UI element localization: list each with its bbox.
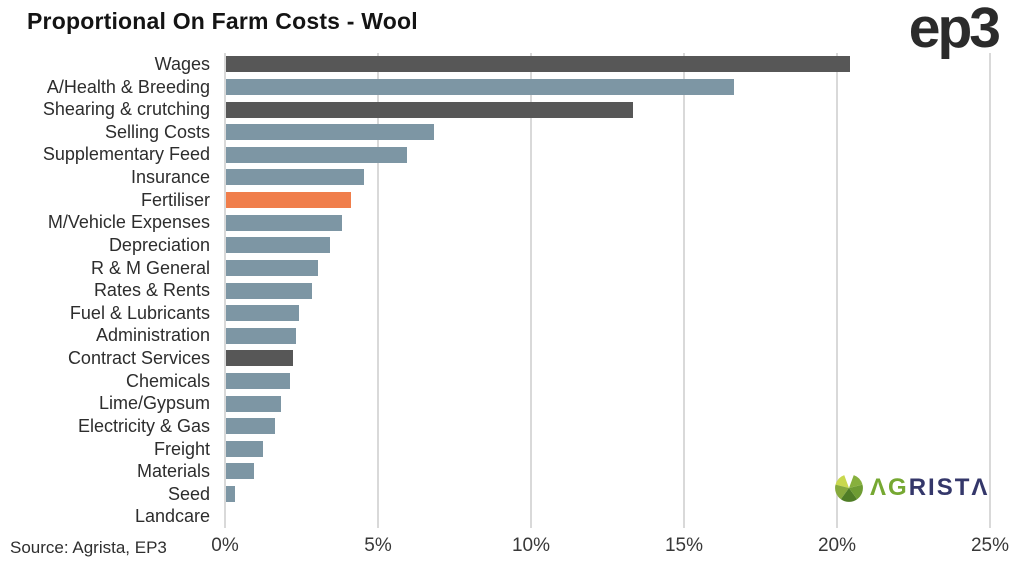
agrista-wordmark-green: ΛG — [870, 474, 909, 501]
bar-contract-services — [226, 350, 294, 367]
bar-chemicals — [226, 372, 291, 389]
category-label: Rates & Rents — [93, 280, 210, 301]
bar-supplementary-feed — [226, 146, 407, 163]
bar-depreciation — [226, 237, 331, 254]
x-gridline — [836, 53, 838, 528]
bar-insurance — [226, 169, 364, 186]
agrista-logo: ΛGRISTΛ — [834, 473, 989, 503]
category-label: Wages — [154, 54, 210, 74]
x-gridline — [989, 53, 991, 528]
x-tick-label: 10% — [511, 535, 551, 556]
bar-seed — [226, 486, 236, 503]
x-tick-label: 0% — [211, 535, 239, 556]
bar-m-vehicle-expenses — [226, 214, 343, 231]
category-label: Seed — [167, 483, 210, 504]
category-label: Fertiliser — [140, 189, 210, 210]
bar-r-m-general — [226, 259, 318, 276]
x-gridline — [224, 53, 226, 528]
ep3-logo: ep3 — [908, 0, 1001, 60]
category-label: M/Vehicle Expenses — [47, 212, 210, 233]
bar-freight — [226, 440, 263, 457]
agrista-wordmark-navy: RISTΛ — [908, 474, 990, 501]
bar-materials — [226, 463, 254, 480]
category-label: Insurance — [130, 167, 210, 188]
category-label: Fuel & Lubricants — [69, 302, 210, 323]
x-gridline — [683, 53, 685, 528]
category-label: R & M General — [90, 257, 210, 278]
category-label: Freight — [153, 438, 210, 459]
x-tick-label: 20% — [817, 535, 857, 556]
x-tick-label: 15% — [664, 535, 704, 556]
bar-electricity-gas — [226, 418, 275, 435]
x-gridline — [530, 53, 532, 528]
category-label: Contract Services — [67, 348, 210, 369]
agrista-wordmark: ΛGRISTΛ — [870, 476, 989, 500]
x-gridline — [377, 53, 379, 528]
category-label: Electricity & Gas — [77, 415, 210, 436]
bar-fertiliser — [226, 192, 352, 209]
bar-wages — [226, 56, 851, 73]
bar-a-health-breeding — [226, 78, 734, 95]
category-label: Administration — [95, 325, 210, 346]
bar-shearing-crutching — [226, 101, 633, 118]
category-label: Supplementary Feed — [42, 144, 210, 165]
chart-title: Proportional On Farm Costs - Wool — [27, 8, 418, 34]
category-label: Shearing & crutching — [42, 99, 210, 120]
bar-rates-rents — [226, 282, 312, 299]
category-label: Materials — [136, 461, 210, 482]
x-tick-label: 5% — [364, 535, 392, 556]
x-tick-label: 25% — [970, 535, 1010, 556]
bar-fuel-lubricants — [226, 305, 300, 322]
bar-administration — [226, 327, 297, 344]
bar-selling-costs — [226, 124, 435, 141]
category-label: Depreciation — [108, 234, 210, 255]
category-label: Landcare — [134, 506, 210, 527]
category-label: Lime/Gypsum — [98, 393, 210, 414]
category-label: A/Health & Breeding — [46, 76, 210, 97]
agrista-leaf-fan-icon — [834, 473, 864, 503]
category-label: Chemicals — [125, 370, 210, 391]
bar-lime-gypsum — [226, 395, 282, 412]
category-label: Selling Costs — [104, 121, 210, 142]
source-note: Source: Agrista, EP3 — [10, 538, 167, 557]
